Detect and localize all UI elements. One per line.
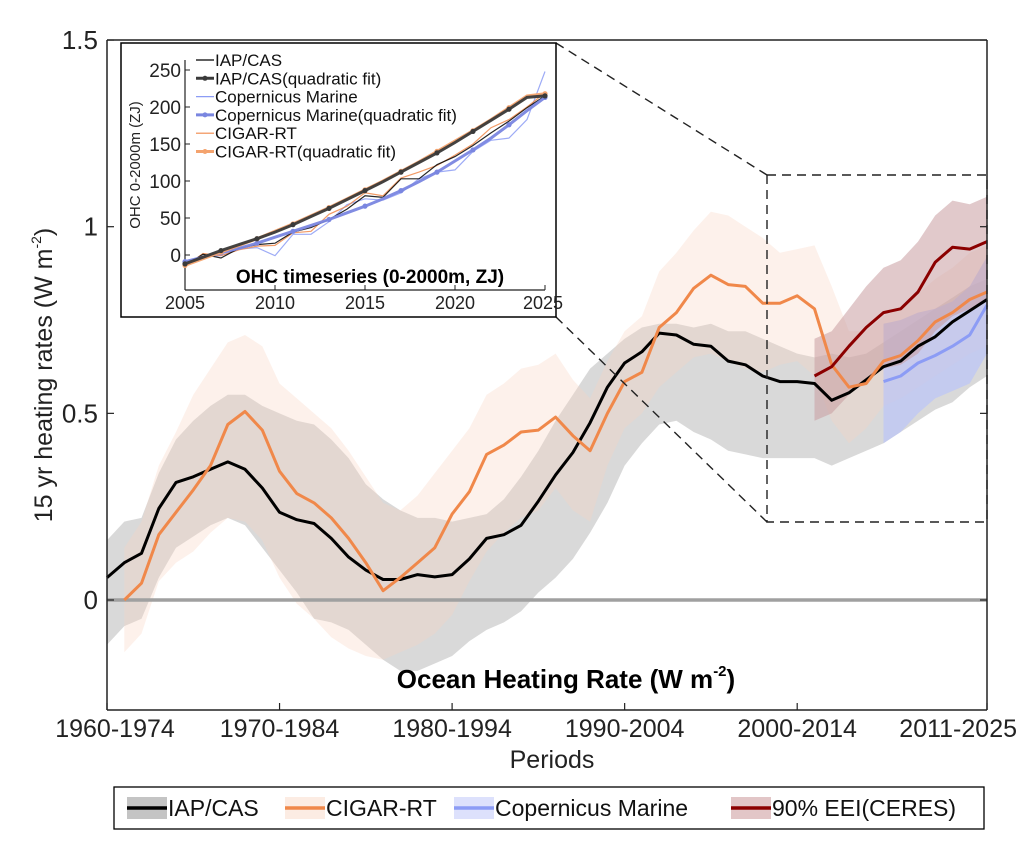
inset-frame xyxy=(120,42,557,318)
inset-x-tick-label: 2005 xyxy=(165,293,205,313)
x-tick-label: 2000-2014 xyxy=(737,715,857,743)
inset-legend-item: IAP/CAS xyxy=(196,51,282,70)
x-tick-labels: 1960-1974 1970-1984 1980-1994 1990-2004 2000… xyxy=(55,715,1017,743)
inset-legend-item: CIGAR-RT xyxy=(196,124,297,143)
inset-legend-marker xyxy=(202,112,208,118)
inset-y-axis-label: OHC 0-2000m (ZJ) xyxy=(127,101,144,229)
inset-x-tick-label: 2025 xyxy=(523,293,563,313)
x-tick-label: 1980-1994 xyxy=(392,715,512,743)
inset-marker-iap-cas-quadratic-fit xyxy=(434,150,440,156)
inset-marker-iap-cas-quadratic-fit xyxy=(542,93,548,99)
legend-item: 90% EEI(CERES) xyxy=(731,795,956,821)
inset-ohc-chart: 0 50 100 150 200 250 2005 2010 2015 2020 2025 IAP/… xyxy=(120,42,563,318)
zoom-connector-bottom xyxy=(555,316,768,523)
inset-legend-item: IAP/CAS(quadratic fit) xyxy=(196,69,381,88)
inset-legend-label: Copernicus Marine(quadratic fit) xyxy=(215,106,457,125)
inset-y-tick-label: 0 xyxy=(170,246,181,267)
line-cigar-rt xyxy=(123,273,988,602)
y-tick-labels: 0 0.5 1 1.5 xyxy=(62,25,98,615)
line-iap-cas xyxy=(106,298,988,581)
inset-marker-iap-cas-quadratic-fit xyxy=(362,188,368,194)
legend-label: 90% EEI(CERES) xyxy=(772,795,956,821)
main-title: Ocean Heating Rate (W m-2) xyxy=(397,663,735,694)
inset-legend-label: IAP/CAS xyxy=(215,51,282,70)
line-copernicus-marine xyxy=(883,304,989,384)
inset-marker-copernicus-marine-quadratic-fit xyxy=(290,228,296,234)
inset-y-tick-label: 200 xyxy=(149,98,181,119)
inset-marker-iap-cas-quadratic-fit xyxy=(218,247,224,254)
inset-marker-copernicus-marine-quadratic-fit xyxy=(506,122,512,128)
inset-marker-iap-cas-quadratic-fit xyxy=(506,106,512,112)
line-90-eei-ceres xyxy=(813,240,988,378)
legend-label: CIGAR-RT xyxy=(326,795,437,821)
inset-y-tick-label: 50 xyxy=(160,209,181,230)
inset-legend-marker xyxy=(202,149,208,154)
inset-marker-copernicus-marine-quadratic-fit xyxy=(362,203,368,209)
legend: IAP/CAS CIGAR-RT Copernicus Marine 90% EEI(… xyxy=(113,786,985,830)
inset-x-tick-label: 2010 xyxy=(255,293,295,313)
main-title-group: Ocean Heating Rate (W m-2) xyxy=(397,663,735,694)
legend-item: Copernicus Marine xyxy=(454,795,688,821)
inset-series-lines xyxy=(182,71,548,268)
inset-legend-item: Copernicus Marine(quadratic fit) xyxy=(196,106,457,125)
inset-legend-item: CIGAR-RT(quadratic fit) xyxy=(196,143,396,162)
x-tick-label: 1970-1984 xyxy=(220,715,340,743)
inset-x-tick-label: 2020 xyxy=(435,293,475,313)
inset-marker-iap-cas-quadratic-fit xyxy=(470,128,476,135)
inset-marker-copernicus-marine-quadratic-fit xyxy=(326,216,332,223)
inset-axes: 0 50 100 150 200 250 2005 2010 2015 2020 2025 xyxy=(149,60,563,313)
x-tick-label: 1960-1974 xyxy=(55,715,175,743)
inset-legend-item: Copernicus Marine xyxy=(196,88,358,107)
x-tick-label: 2011-2025 xyxy=(899,715,1017,743)
inset-marker-iap-cas-quadratic-fit xyxy=(290,222,296,228)
legend-label: IAP/CAS xyxy=(168,795,259,821)
inset-legend-label: CIGAR-RT xyxy=(215,124,297,143)
inset-legend-label: CIGAR-RT(quadratic fit) xyxy=(215,143,396,162)
inset-y-tick-label: 250 xyxy=(149,61,181,82)
legend-item: CIGAR-RT xyxy=(285,795,437,821)
legend-item: IAP/CAS xyxy=(127,795,259,821)
y-axis-label: 15 yr heating rates (W m-2) xyxy=(28,228,58,523)
inset-marker-iap-cas-quadratic-fit xyxy=(326,205,332,211)
y-tick-label: 0 xyxy=(84,585,98,615)
inset-marker-iap-cas-quadratic-fit xyxy=(254,236,260,242)
legend-label: Copernicus Marine xyxy=(495,795,688,821)
y-tick-label: 0.5 xyxy=(62,398,98,428)
x-axis-label: Periods xyxy=(510,746,595,774)
inset-y-tick-label: 100 xyxy=(149,172,181,193)
inset-legend-label: IAP/CAS(quadratic fit) xyxy=(215,69,381,88)
legend-frame xyxy=(113,786,985,830)
inset-y-tick-label: 150 xyxy=(149,135,181,156)
inset-marker-copernicus-marine-quadratic-fit xyxy=(254,240,260,246)
x-tick-label: 1990-2004 xyxy=(565,715,685,743)
inset-title: OHC timeseries (0-2000m, ZJ) xyxy=(236,267,504,288)
inset-x-tick-label: 2015 xyxy=(345,293,385,313)
main-series-lines xyxy=(106,240,989,602)
inset-marker-iap-cas-quadratic-fit xyxy=(398,169,404,175)
inset-marker-copernicus-marine-quadratic-fit xyxy=(470,147,476,153)
inset-marker-copernicus-marine-quadratic-fit xyxy=(434,169,440,175)
inset-marker-copernicus-marine-quadratic-fit xyxy=(398,188,404,194)
main-axes xyxy=(106,39,988,711)
inset-marker-iap-cas-quadratic-fit xyxy=(182,261,188,267)
y-tick-label: 1 xyxy=(84,212,98,242)
y-tick-label: 1.5 xyxy=(62,25,98,55)
main-title-sup: -2 xyxy=(713,663,726,680)
inset-legend-marker xyxy=(202,75,208,81)
inset-legend-label: Copernicus Marine xyxy=(215,88,358,107)
zoom-connector-top xyxy=(555,42,768,176)
